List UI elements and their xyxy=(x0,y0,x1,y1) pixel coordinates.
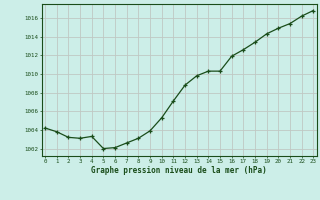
X-axis label: Graphe pression niveau de la mer (hPa): Graphe pression niveau de la mer (hPa) xyxy=(91,166,267,175)
